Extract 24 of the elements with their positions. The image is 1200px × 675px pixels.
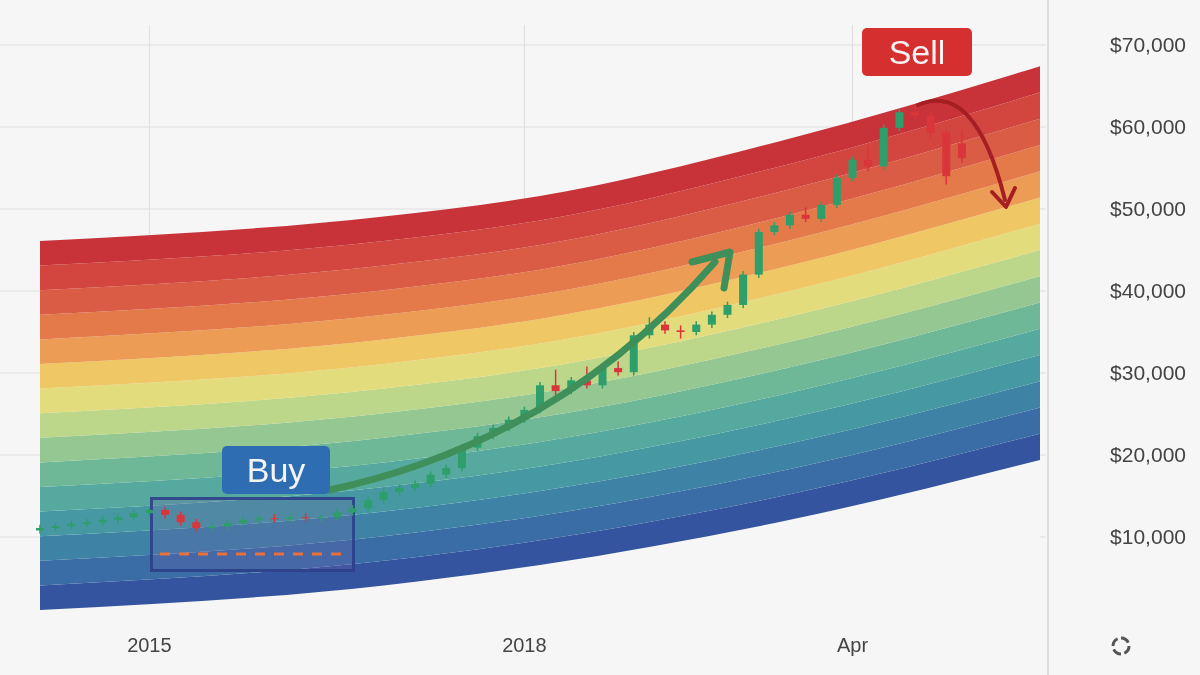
y-tick-label: $60,000 [1110,115,1186,139]
annotation: Sell [888,32,946,71]
y-tick-label: $10,000 [1110,525,1186,549]
candlestick [817,200,826,223]
y-tick-label: $50,000 [1110,197,1186,221]
candlestick [207,522,216,533]
y-tick-label: $40,000 [1110,279,1186,303]
y-tick-label: $70,000 [1110,33,1186,57]
candlestick [926,110,935,139]
x-tick-label: 2015 [127,634,172,656]
candlestick [551,368,560,397]
candlestick [957,129,966,164]
x-tick-label: Apr [836,634,869,656]
y-tick-label: $20,000 [1110,443,1186,467]
x-tick-label: 2018 [502,634,547,656]
candlestick [286,513,294,523]
annotation: Buy [246,450,306,489]
candlestick [911,104,919,120]
candlestick [848,155,857,182]
candlestick [895,108,904,132]
y-tick-label: $30,000 [1110,361,1186,385]
candlestick [254,514,263,524]
candlestick [82,518,91,528]
candlestick [864,144,873,173]
